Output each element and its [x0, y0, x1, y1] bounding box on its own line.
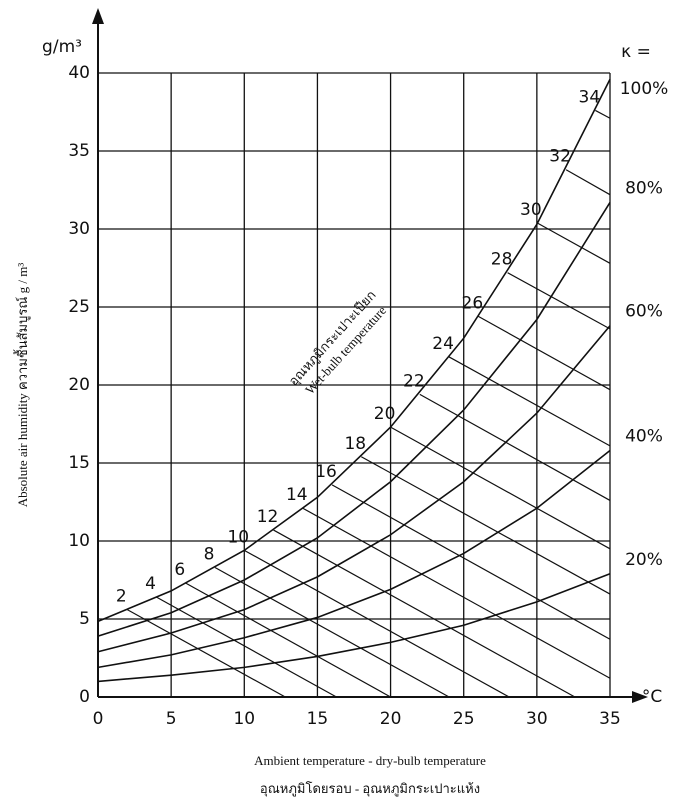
y-tick-label: 15	[68, 453, 90, 473]
wet-bulb-value: 18	[344, 434, 366, 454]
wet-bulb-value: 10	[227, 527, 249, 547]
wet-bulb-value: 24	[432, 334, 454, 354]
x-tick-label: 0	[93, 709, 104, 729]
y-tick-label: 40	[68, 63, 90, 83]
y-tick-label: 5	[79, 609, 90, 629]
wet-bulb-value: 2	[116, 587, 127, 607]
wet-bulb-line	[274, 530, 575, 697]
wet-bulb-line	[361, 457, 610, 594]
wet-bulb-value: 32	[549, 147, 571, 167]
wet-bulb-line	[157, 597, 337, 697]
rh-label: 60%	[625, 302, 663, 322]
wet-bulb-value: 12	[257, 507, 279, 527]
x-tick-label: 35	[599, 709, 621, 729]
rh-curve	[98, 451, 610, 668]
x-tick-label: 5	[166, 709, 177, 729]
wet-bulb-value: 6	[174, 560, 185, 580]
wet-bulb-line	[566, 170, 610, 195]
wet-bulb-line	[303, 508, 610, 678]
wet-bulb-value: 20	[374, 404, 396, 424]
wet-bulb-line	[420, 394, 610, 500]
wet-bulb-value: 8	[204, 545, 215, 565]
rh-label: 80%	[625, 178, 663, 198]
wet-bulb-value: 22	[403, 371, 425, 391]
wet-bulb-value: 28	[491, 250, 513, 270]
wet-bulb-value: 34	[579, 87, 601, 107]
wet-bulb-value: 26	[462, 293, 484, 313]
y-tick-label: 10	[68, 531, 90, 551]
wet-bulb-line	[186, 583, 391, 697]
y-axis-label: Absolute air humidity ความชื้นสัมบูรณ์ g…	[13, 263, 31, 508]
wet-bulb-line	[449, 357, 610, 446]
wet-bulb-value: 4	[145, 574, 156, 594]
y-tick-label: 0	[79, 687, 90, 707]
y-tick-label: 35	[68, 141, 90, 161]
x-axis-label: Ambient temperature - dry-bulb temperatu…	[254, 753, 486, 768]
x-tick-label: 20	[380, 709, 402, 729]
wet-bulb-line	[127, 610, 285, 697]
y-tick-label: 25	[68, 297, 90, 317]
x-axis-label: อุณหภูมิโดยรอบ - อุณหภูมิกระเปาะแห้ง	[260, 781, 480, 797]
wet-bulb-line	[332, 485, 610, 639]
x-tick-label: 10	[233, 709, 255, 729]
wet-bulb-value: 14	[286, 485, 308, 505]
wet-bulb-value: 30	[520, 200, 542, 220]
y-arrow	[92, 8, 104, 24]
rh-label: 100%	[620, 79, 669, 99]
rh-label: 20%	[625, 550, 663, 570]
chart: g/m³ °C κ = Absolute air humidity ความชื…	[0, 0, 676, 812]
rh-label: 40%	[625, 427, 663, 447]
wet-bulb-value: 16	[315, 462, 337, 482]
y-tick-label: 20	[68, 375, 90, 395]
rh-symbol: κ =	[621, 42, 651, 62]
x-tick-label: 30	[526, 709, 548, 729]
wet-bulb-line	[478, 316, 610, 389]
y-unit: g/m³	[42, 37, 82, 57]
x-tick-label: 15	[307, 709, 329, 729]
rh-curve	[98, 574, 610, 682]
wet-bulb-line	[508, 273, 610, 329]
wet-bulb-line	[595, 110, 610, 118]
y-tick-label: 30	[68, 219, 90, 239]
x-tick-label: 25	[453, 709, 475, 729]
